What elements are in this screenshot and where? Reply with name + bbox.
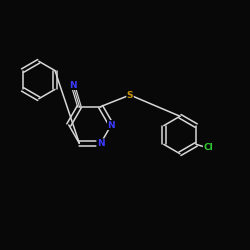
- Text: Cl: Cl: [203, 144, 213, 152]
- Text: N: N: [97, 139, 104, 148]
- Text: N: N: [108, 120, 115, 130]
- Text: N: N: [69, 80, 77, 90]
- Text: S: S: [127, 90, 133, 100]
